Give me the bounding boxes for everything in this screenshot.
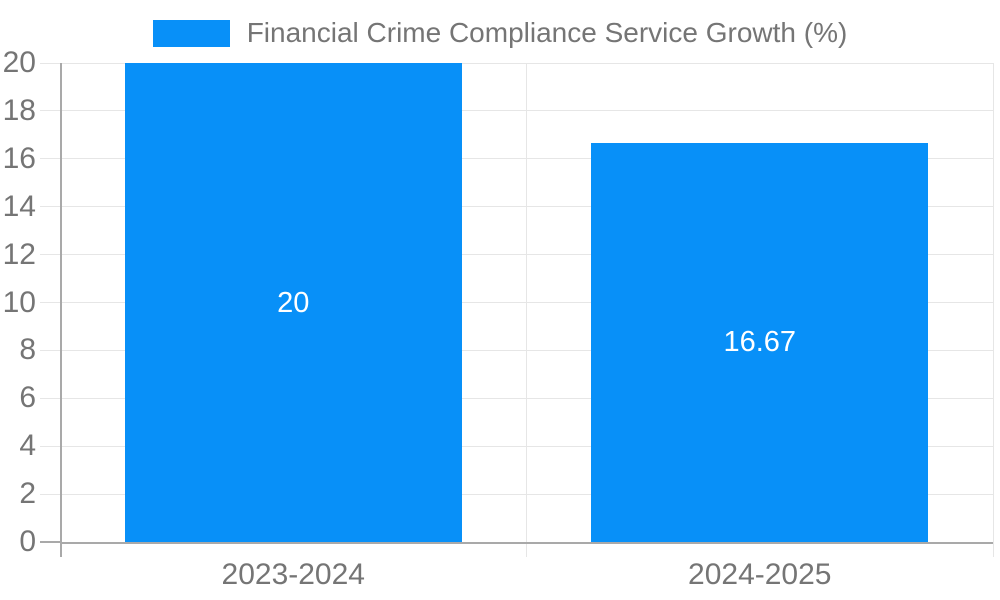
category-divider	[526, 63, 527, 557]
plot-area: 0 2 4 6 8 10 12 14 16 18 20 20 2023-2024 16.67 2024-20…	[3, 46, 994, 591]
legend-label[interactable]: Financial Crime Compliance Service Growt…	[246, 17, 848, 48]
y-tick-label: 14	[2, 189, 36, 223]
bar[interactable]	[591, 142, 929, 542]
y-tick-label: 6	[19, 381, 36, 415]
y-tick-label: 16	[2, 141, 36, 175]
bar[interactable]	[124, 63, 462, 542]
y-axis-tick	[40, 397, 60, 399]
y-tick-label: 8	[19, 333, 36, 367]
x-tick-label: 2023-2024	[221, 558, 365, 591]
plot-right-border	[992, 63, 994, 557]
y-axis-tick	[40, 349, 60, 351]
y-tick-label: 0	[19, 525, 36, 558]
y-axis-tick	[40, 445, 60, 447]
y-tick-label: 2	[19, 477, 36, 511]
y-axis-tick	[40, 541, 60, 543]
y-axis-tick	[40, 302, 60, 303]
y-axis-tick	[40, 110, 60, 112]
bar-value-label: 16.67	[723, 326, 797, 359]
x-tick-label: 2024-2025	[688, 558, 832, 591]
y-axis-tick	[40, 206, 60, 208]
y-tick-label: 4	[19, 429, 36, 463]
y-axis-tick	[40, 493, 60, 495]
y-axis-tick	[40, 62, 60, 64]
y-tick-label: 12	[2, 237, 36, 271]
y-tick-label: 20	[2, 46, 36, 79]
y-axis-line	[60, 63, 62, 557]
y-tick-label: 18	[2, 93, 36, 127]
legend: Financial Crime Compliance Service Growt…	[0, 13, 1000, 53]
y-axis-tick	[40, 158, 60, 160]
x-axis-line	[60, 542, 993, 544]
y-tick-label: 10	[2, 285, 36, 319]
legend-swatch[interactable]	[152, 19, 230, 47]
y-axis-tick	[40, 254, 60, 256]
bar-value-label: 20	[277, 286, 310, 319]
